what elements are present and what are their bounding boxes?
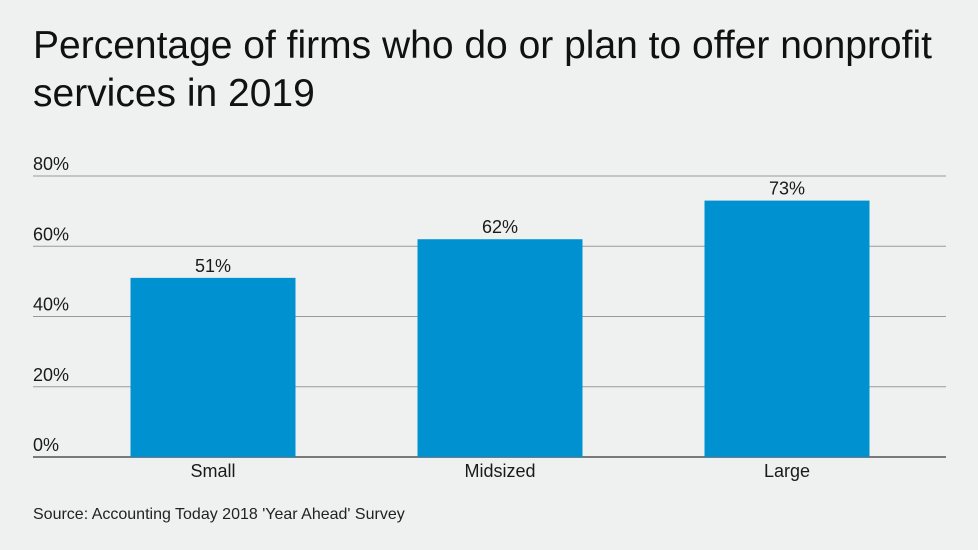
x-tick-label: Small bbox=[190, 461, 235, 481]
source-note: Source: Accounting Today 2018 'Year Ahea… bbox=[33, 506, 405, 523]
x-tick-label: Midsized bbox=[464, 461, 535, 481]
bar bbox=[704, 200, 870, 457]
data-label: 73% bbox=[769, 179, 805, 199]
data-label: 51% bbox=[195, 256, 231, 276]
chart-title: Percentage of firms who do or plan to of… bbox=[33, 24, 932, 115]
bar bbox=[417, 239, 583, 457]
bars bbox=[130, 200, 870, 457]
x-tick-label: Large bbox=[764, 461, 810, 481]
y-tick-label: 80% bbox=[33, 154, 69, 174]
labels: 0% 20% 40% 60% 80% 51% Small 62% Midsized 73% Larg… bbox=[33, 154, 810, 481]
bar bbox=[130, 277, 296, 457]
y-tick-label: 60% bbox=[33, 224, 69, 244]
y-tick-label: 20% bbox=[33, 365, 69, 385]
y-tick-label: 40% bbox=[33, 295, 69, 315]
y-tick-label: 0% bbox=[33, 435, 59, 455]
data-label: 62% bbox=[482, 217, 518, 237]
